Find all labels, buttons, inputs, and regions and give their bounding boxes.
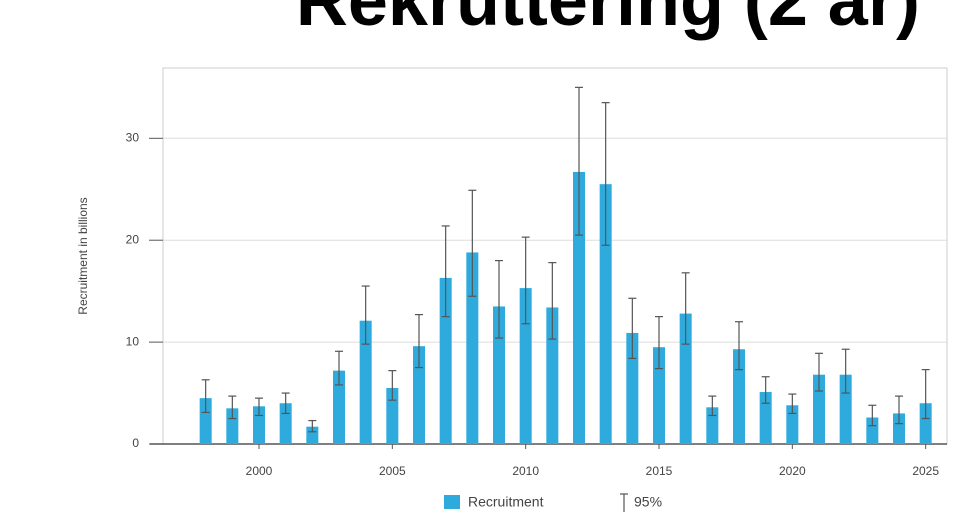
error-bar xyxy=(761,376,770,404)
bar xyxy=(733,349,745,444)
error-bar xyxy=(921,369,930,420)
bar xyxy=(386,387,399,444)
error-bar xyxy=(575,86,583,236)
error-bar xyxy=(201,379,210,414)
error-bar xyxy=(708,395,717,417)
slide-title: Rekruttering (2 år) xyxy=(296,0,920,41)
bar xyxy=(199,398,212,444)
bar xyxy=(466,252,479,444)
error-bar xyxy=(841,348,850,394)
error-bar xyxy=(521,236,530,325)
legend-label: Recruitment xyxy=(468,494,544,510)
x-tick-label: 2015 xyxy=(646,464,673,478)
error-bar xyxy=(255,397,263,417)
bar xyxy=(546,307,559,444)
x-tick-label: 2020 xyxy=(779,464,806,478)
error-bar xyxy=(441,225,450,318)
legend-swatch xyxy=(444,495,460,509)
x-tick-label: 2010 xyxy=(512,464,539,478)
y-tick-label: 30 xyxy=(126,130,140,144)
bar xyxy=(226,408,239,444)
error-bar xyxy=(361,285,370,345)
x-tick-label: 2000 xyxy=(246,464,273,478)
error-bar xyxy=(308,419,317,433)
error-bar xyxy=(495,259,503,339)
bar xyxy=(786,405,799,444)
y-tick-label: 20 xyxy=(126,232,140,246)
bar xyxy=(626,332,639,444)
y-tick-label: 0 xyxy=(132,436,139,450)
bar xyxy=(306,426,319,444)
bar xyxy=(839,374,852,444)
bar xyxy=(893,413,905,444)
bar xyxy=(919,403,932,444)
y-axis-label: Recruitment in billions xyxy=(76,197,90,314)
error-bar xyxy=(415,313,423,369)
bar xyxy=(573,171,585,445)
y-tick-label: 10 xyxy=(126,334,140,348)
error-bar xyxy=(788,393,797,415)
error-bar xyxy=(281,392,290,415)
bar xyxy=(519,288,532,444)
error-bar xyxy=(655,316,663,370)
error-bar xyxy=(548,262,557,340)
bar xyxy=(813,374,825,444)
error-bar xyxy=(868,404,877,427)
bar xyxy=(759,392,772,444)
error-bar xyxy=(628,297,637,360)
x-tick-label: 2005 xyxy=(379,464,406,478)
bar xyxy=(653,347,665,444)
bar xyxy=(439,277,452,444)
error-bar xyxy=(335,350,343,386)
error-bar xyxy=(388,370,397,401)
error-bar xyxy=(735,321,743,371)
x-tick-label: 2025 xyxy=(912,464,939,478)
bar xyxy=(866,417,879,444)
bar xyxy=(493,306,505,444)
error-bar xyxy=(815,352,823,392)
error-bar xyxy=(228,395,237,420)
bar xyxy=(413,346,425,444)
bar xyxy=(359,320,372,444)
error-bar xyxy=(468,189,477,297)
legend-label: 95% xyxy=(634,494,662,510)
error-bar xyxy=(601,102,610,246)
legend-error-icon xyxy=(620,493,628,512)
bar xyxy=(679,313,692,444)
bar xyxy=(706,407,719,444)
bar xyxy=(599,184,612,444)
bar xyxy=(333,370,345,444)
error-bar xyxy=(895,395,903,425)
error-bar xyxy=(681,272,690,345)
